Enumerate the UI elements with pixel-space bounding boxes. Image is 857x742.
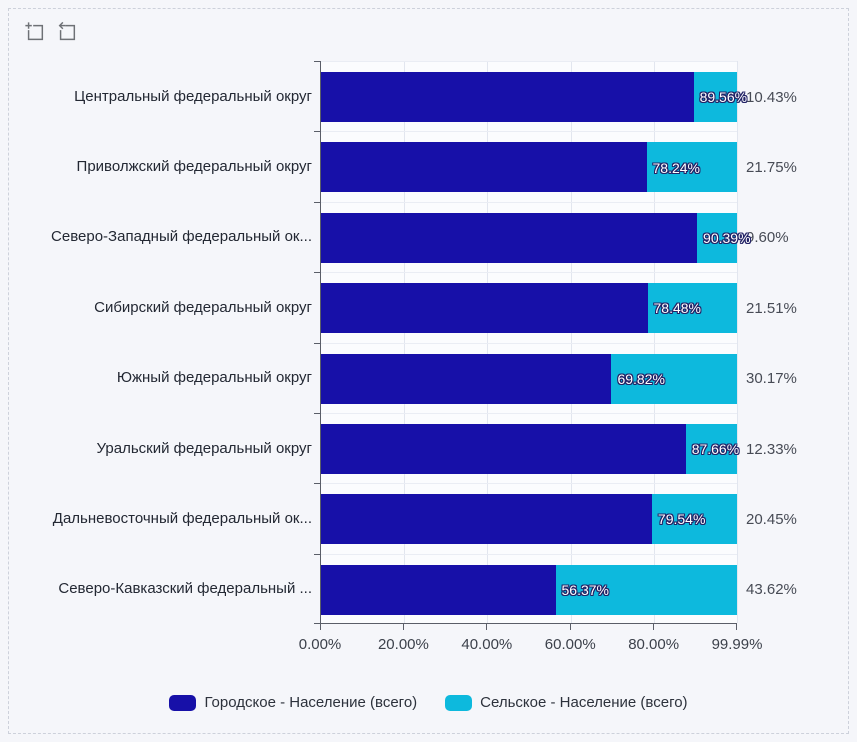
bar-value-label-inside: 89.56% [699,89,748,106]
category-label: Северо-Кавказский федеральный ... [58,580,312,598]
bar-segment-rural[interactable] [693,72,737,122]
x-axis-tick [736,623,737,630]
legend-marker-icon [169,694,197,711]
bar-value-label-inside: 87.66% [691,441,740,458]
bar-value-label-inside: 78.48% [653,300,701,317]
bar-segment-urban[interactable] [321,494,652,545]
bar-value-label-outside: 10.43% [746,88,797,106]
legend-item[interactable]: Сельское - Население (всего) [445,694,688,711]
box-zoom-icon [25,22,44,41]
x-axis-tick-label: 60.00% [544,636,596,653]
bar-segment-rural[interactable] [555,564,737,615]
bar-value-label-outside: 12.33% [746,440,797,458]
category-label: Уральский федеральный округ [96,439,312,457]
bar-segment-rural[interactable] [685,423,737,474]
y-axis-category-labels: Центральный федеральный округ Приволжский… [10,61,312,624]
bar-segment-urban[interactable] [321,564,556,615]
restore-button[interactable] [56,21,78,43]
grid-line-vertical [653,61,655,623]
bar-value-label-inside: 56.37% [561,581,609,598]
bar-value-label-inside: 90.39% [703,229,751,246]
x-axis-tick-label: 99.99% [711,636,763,653]
x-axis-tick-labels: 0.00% 20.00% 40.00% 60.00% 80.00% 99.99% [299,636,763,656]
x-axis-tick [403,623,405,630]
x-axis-tick [320,623,321,630]
bar-segment-urban[interactable] [321,212,698,263]
bar-value-label-outside: 20.45% [746,510,797,528]
bar-value-label-inside: 79.54% [657,511,706,528]
y-axis-tick [314,272,321,274]
bar-segment-urban[interactable] [321,423,686,474]
category-label: Приволжский федеральный округ [76,158,312,176]
y-axis-tick [314,61,321,62]
x-axis-tick-label: 80.00% [628,636,680,653]
legend-marker-icon [445,694,473,711]
bar-segment-rural[interactable] [647,283,737,334]
bar-value-label-outside: 21.51% [746,299,797,317]
x-axis-tick [486,623,488,630]
bar-value-label-outside: 21.75% [746,159,797,177]
bar-segment-urban[interactable] [321,353,612,404]
box-zoom-button[interactable] [24,21,46,43]
grid-line-vertical [487,61,489,623]
bar-row: 78.24% 21.75% [321,131,797,201]
x-axis-tick-label: 0.00% [298,636,342,653]
x-axis-tick [652,623,654,630]
bar-segment-rural[interactable] [651,494,737,545]
legend-label: Сельское - Население (всего) [480,694,688,711]
x-axis-tick-label: 20.00% [377,636,429,653]
restore-icon [58,21,76,41]
bar-segment-urban[interactable] [321,283,648,334]
bar-segment-urban[interactable] [321,72,694,122]
grid-line-vertical [570,61,572,623]
bar-value-label-inside: 69.82% [617,370,665,387]
x-axis-tick [569,623,571,630]
bar-row: 79.54% 20.45% [321,483,797,553]
bar-row: 78.48% 21.51% [321,272,797,342]
y-axis-tick [314,483,321,485]
grid-line-vertical [404,61,406,623]
chart-toolbox [24,21,78,43]
category-label: Южный федеральный округ [116,369,312,387]
legend-label: Городское - Население (всего) [204,694,418,711]
category-label: Северо-Западный федеральный ок... [51,228,312,246]
legend-item[interactable]: Городское - Население (всего) [169,694,417,711]
grid-line-vertical [737,61,738,623]
bar-row: 90.39% 9.60% [321,201,789,272]
bar-row: 69.82% 30.17% [321,342,797,413]
y-axis-tick [314,201,321,203]
bar-value-label-outside: 43.62% [746,581,797,599]
category-label: Сибирский федеральный округ [94,298,312,316]
bar-segment-rural[interactable] [646,142,737,193]
bar-row: 87.66% 12.33% [321,412,797,483]
bar-row: 89.56% 10.43% [321,61,797,131]
category-label: Дальневосточный федеральный ок... [52,509,312,527]
plot-area: 89.56% 10.43% 78.24% 21.75% 90.39% 9.60% 78.48… [314,61,797,630]
y-axis-tick [314,553,321,555]
bar-value-label-outside: 30.17% [746,370,797,388]
bar-segment-rural[interactable] [611,353,737,404]
bar-row: 56.37% 43.62% [321,553,797,624]
bar-value-label-inside: 78.24% [652,159,700,176]
y-axis-tick [314,342,321,344]
bar-segment-rural[interactable] [697,212,737,263]
bar-value-label-outside: 9.60% [746,229,789,247]
chart-legend: Городское - Население (всего) Сельское - … [0,694,857,711]
y-axis-tick [314,623,321,624]
y-axis-tick [314,131,321,133]
y-axis-tick [314,412,321,414]
category-label: Центральный федеральный округ [74,87,312,105]
x-axis-tick-label: 40.00% [461,636,513,653]
bar-segment-urban[interactable] [321,142,647,193]
